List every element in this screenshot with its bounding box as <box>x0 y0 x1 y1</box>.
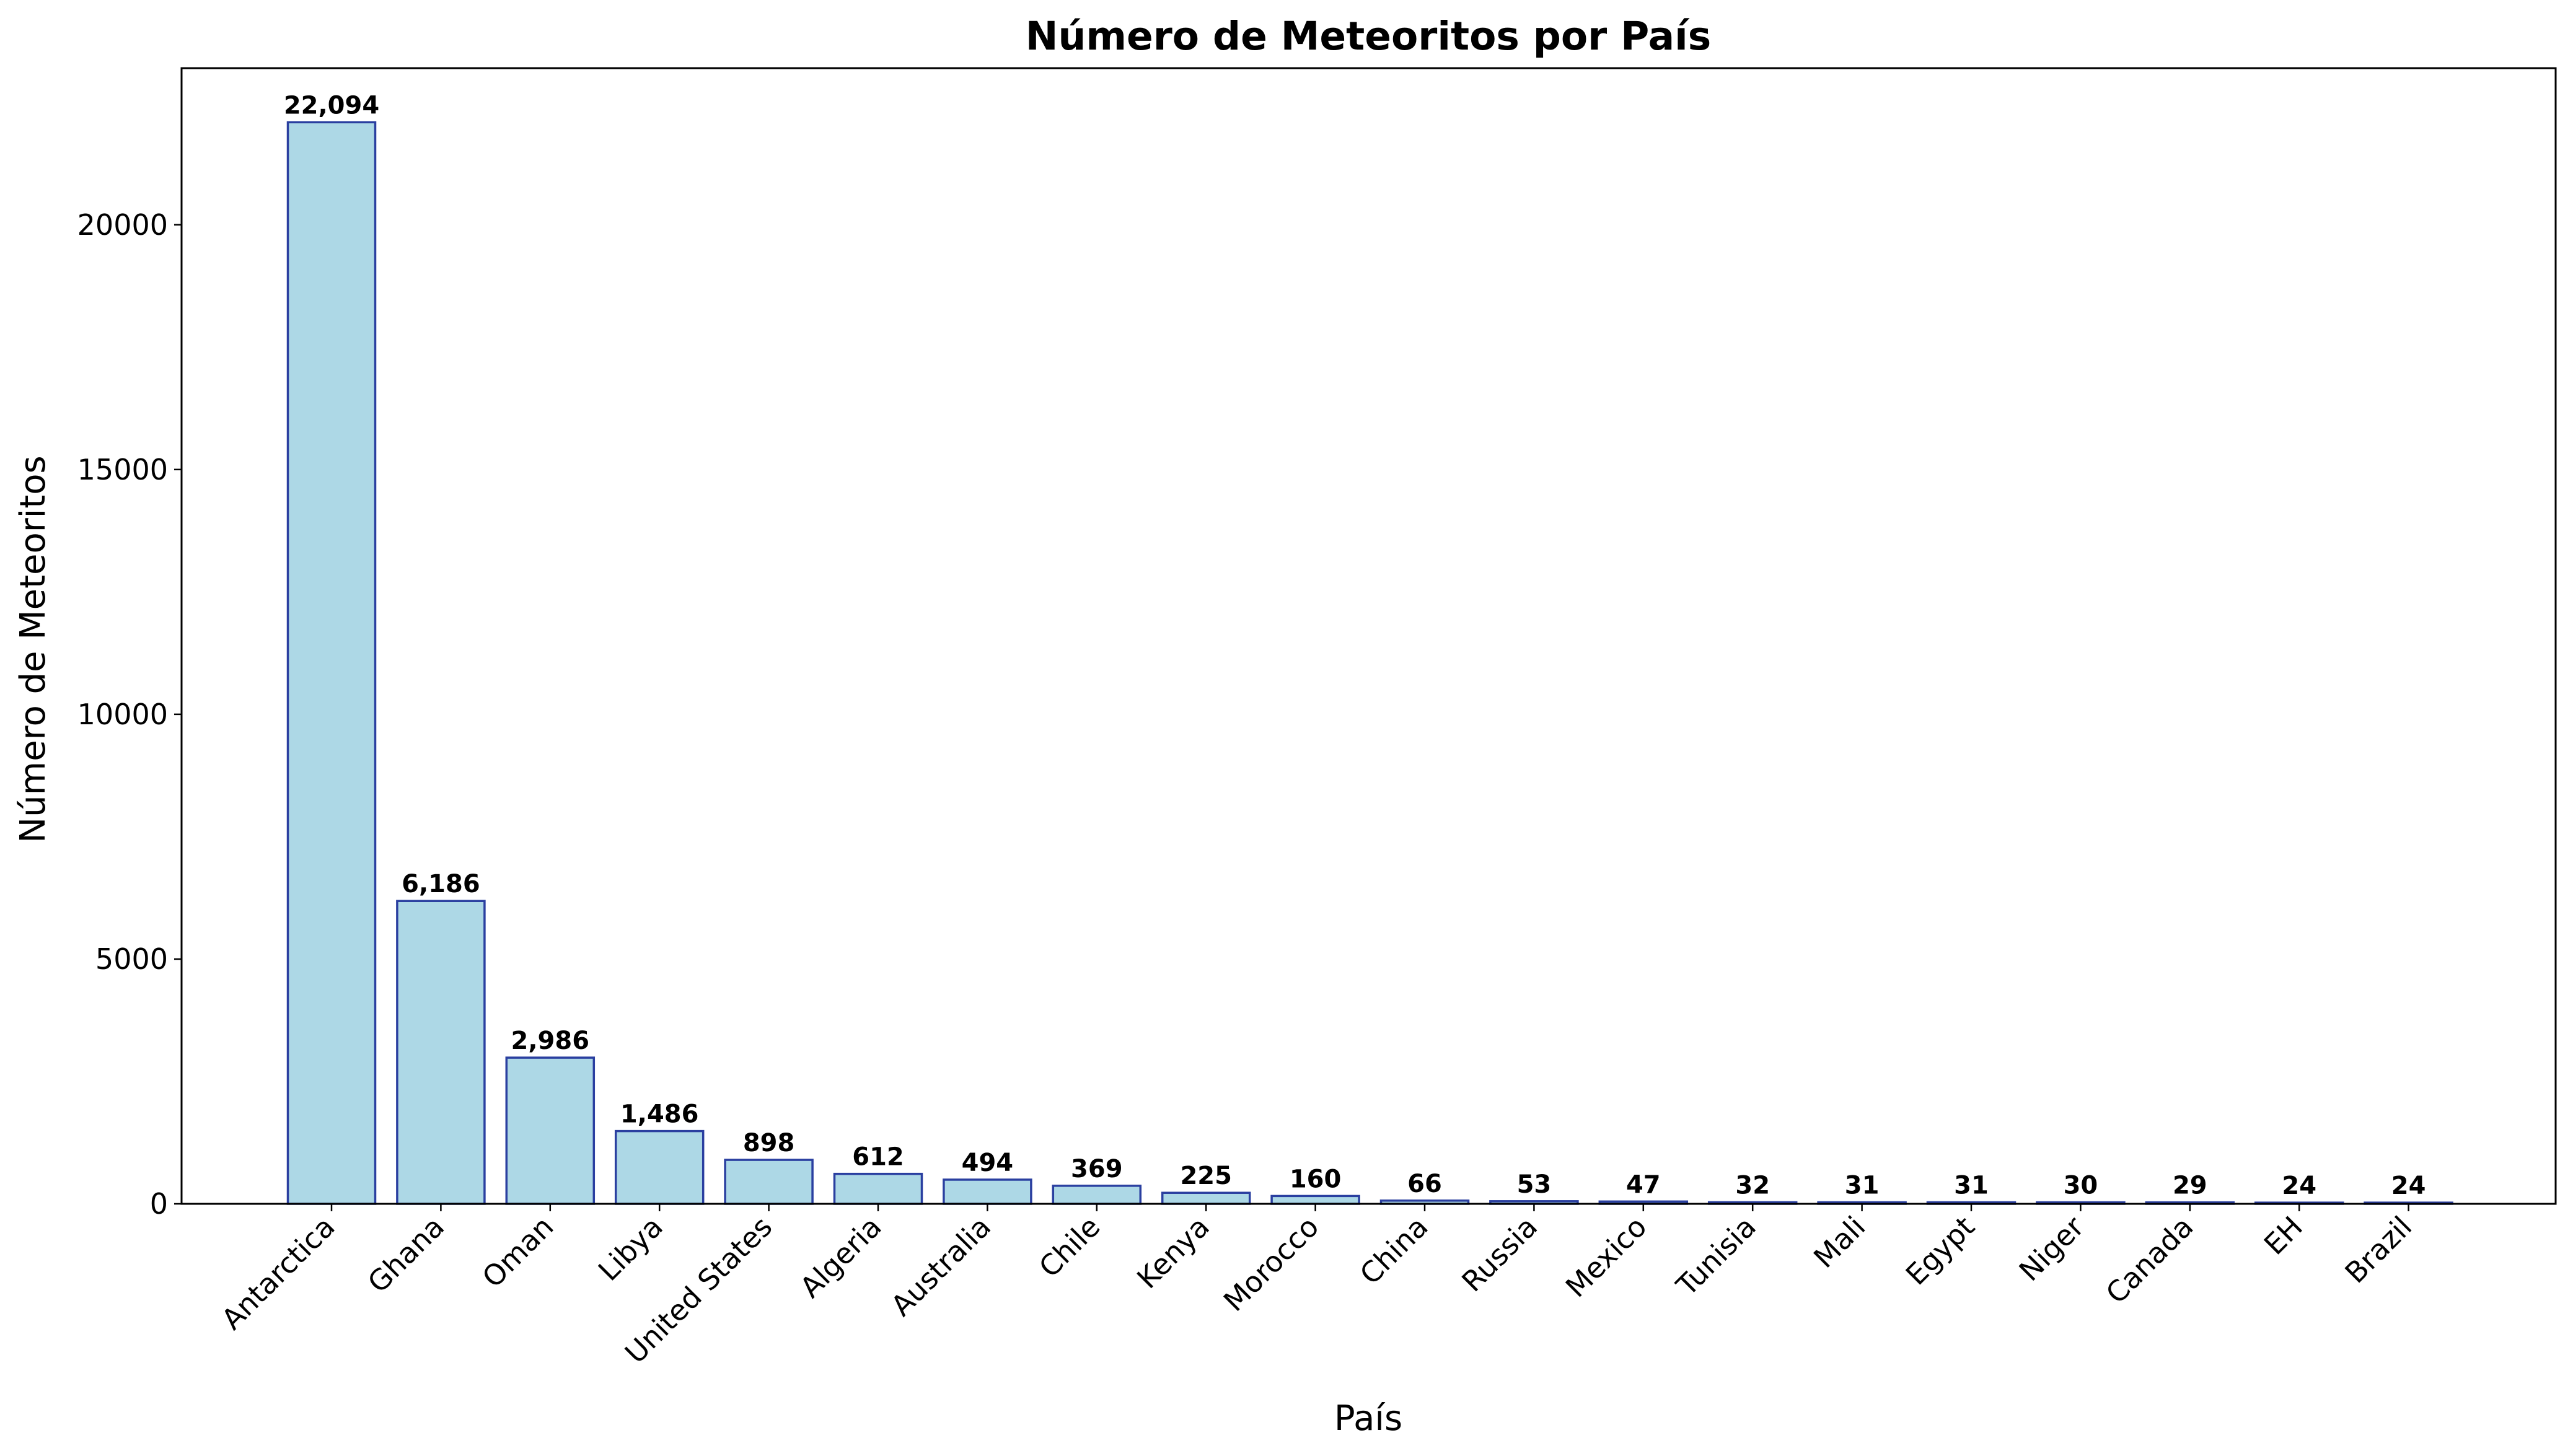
bar-value-label: 24 <box>2282 1172 2316 1200</box>
bar[interactable] <box>1052 1185 1142 1205</box>
x-tick-label: EH <box>2258 1210 2309 1261</box>
x-tick-label: Antarctica <box>215 1210 341 1336</box>
bar-value-label: 612 <box>852 1143 904 1172</box>
bar[interactable] <box>614 1129 705 1205</box>
x-tick-label: China <box>1353 1210 1435 1291</box>
bar-value-label: 6,186 <box>402 870 480 898</box>
x-tick-label: Mali <box>1807 1210 1871 1274</box>
y-tick-label: 20000 <box>77 208 168 242</box>
bar-value-label: 494 <box>962 1149 1014 1177</box>
x-tick-label: Niger <box>2013 1210 2091 1288</box>
bar-value-label: 31 <box>1845 1172 1880 1200</box>
x-tick-label: Oman <box>476 1210 560 1294</box>
x-tick-label: Chile <box>1032 1210 1107 1284</box>
bar-value-label: 24 <box>2391 1172 2426 1200</box>
bar[interactable] <box>286 121 377 1205</box>
bar[interactable] <box>505 1056 596 1205</box>
bar-value-label: 225 <box>1180 1162 1232 1190</box>
x-tick-label: Algeria <box>793 1210 887 1304</box>
x-tick-label: Brazil <box>2338 1210 2418 1290</box>
bar-value-label: 66 <box>1407 1170 1442 1198</box>
y-tick-label: 0 <box>150 1187 168 1221</box>
bar-value-label: 29 <box>2173 1172 2207 1200</box>
bar[interactable] <box>1270 1195 1360 1205</box>
x-tick-label: Kenya <box>1130 1210 1216 1296</box>
x-tick-label: Ghana <box>361 1210 451 1299</box>
x-tick-label: Tunisia <box>1669 1210 1762 1303</box>
bar-value-label: 160 <box>1290 1165 1342 1193</box>
bar[interactable] <box>1161 1191 1251 1205</box>
x-tick-label: Mexico <box>1559 1210 1653 1304</box>
bar-value-label: 369 <box>1071 1155 1123 1183</box>
bar-value-label: 47 <box>1626 1170 1661 1199</box>
x-axis-label: País <box>1334 1398 1402 1439</box>
x-tick-label: Canada <box>2100 1210 2200 1310</box>
bar-value-label: 30 <box>2064 1172 2098 1200</box>
x-tick-label: Libya <box>592 1210 669 1287</box>
bar[interactable] <box>833 1172 923 1205</box>
plot-area: 22,094 Antarctica 6,186 Ghana 2,986 Oman 1,486… <box>77 67 2557 1370</box>
bar-value-label: 53 <box>1517 1170 1552 1199</box>
bar-value-label: 1,486 <box>620 1100 699 1129</box>
bar[interactable] <box>724 1159 814 1205</box>
bar-value-label: 2,986 <box>511 1027 590 1055</box>
bar-value-label: 31 <box>1954 1172 1989 1200</box>
y-tick-label: 10000 <box>77 698 168 731</box>
bar-value-label: 22,094 <box>284 91 379 120</box>
chart-title: Número de Meteoritos por País <box>1026 14 1712 59</box>
bar[interactable] <box>943 1178 1032 1205</box>
bar-value-label: 898 <box>743 1129 795 1157</box>
y-tick-label: 15000 <box>77 453 168 486</box>
x-tick-label: Russia <box>1455 1210 1544 1299</box>
x-tick-label: Egypt <box>1899 1210 1981 1292</box>
plot-frame <box>180 67 2557 1205</box>
y-axis-label: Número de Meteoritos <box>13 455 53 843</box>
bar-value-label: 32 <box>1735 1171 1770 1199</box>
x-tick-label: Morocco <box>1217 1210 1325 1318</box>
bar[interactable] <box>396 900 486 1205</box>
x-tick-label: Australia <box>884 1210 997 1323</box>
y-tick-label: 5000 <box>95 942 168 976</box>
